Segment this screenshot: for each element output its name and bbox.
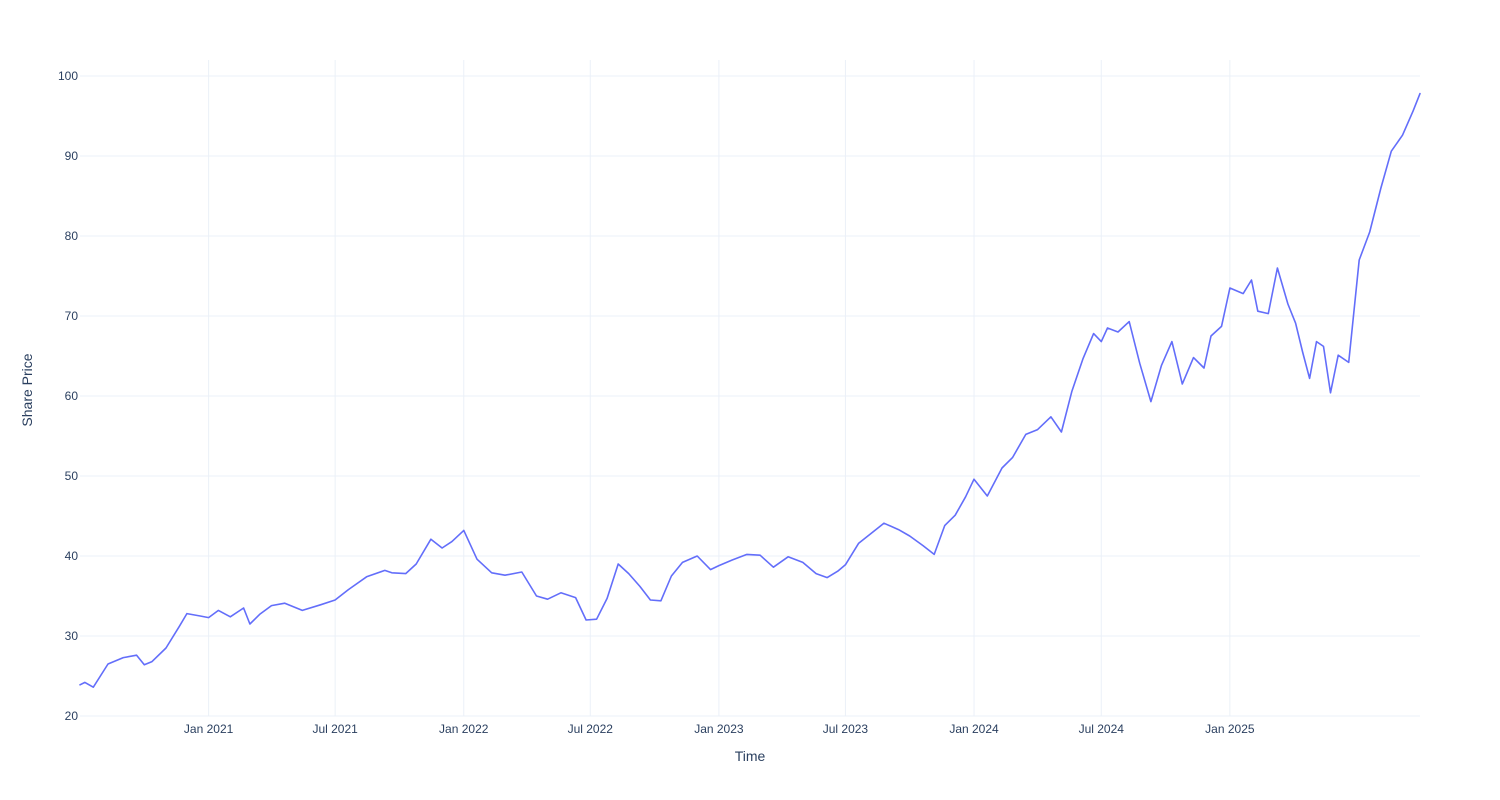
y-tick-label: 50 (65, 469, 79, 483)
x-tick-label: Jan 2022 (439, 722, 489, 736)
y-tick-label: 100 (58, 69, 78, 83)
y-tick-label: 40 (65, 549, 79, 563)
y-tick-label: 70 (65, 309, 79, 323)
series-line-0 (79, 92, 1421, 689)
x-tick-label: Jul 2021 (312, 722, 358, 736)
y-tick-label: 80 (65, 229, 79, 243)
x-axis-ticks: Jan 2021 Jul 2021 Jan 2022 Jul 2022 Jan 2023… (184, 722, 1255, 736)
y-tick-label: 20 (65, 709, 79, 723)
y-tick-label: 30 (65, 629, 79, 643)
series-layer (79, 92, 1421, 689)
grid-layer (80, 60, 1420, 717)
y-axis-title: Share Price (19, 353, 35, 426)
y-axis-ticks: 20 30 40 50 60 70 80 90 100 (58, 69, 78, 723)
x-tick-label: Jan 2023 (694, 722, 744, 736)
x-tick-label: Jan 2024 (949, 722, 999, 736)
x-tick-label: Jul 2024 (1079, 722, 1125, 736)
x-axis-title: Time (735, 748, 766, 764)
x-tick-label: Jan 2021 (184, 722, 234, 736)
x-tick-label: Jul 2023 (823, 722, 869, 736)
y-tick-label: 60 (65, 389, 79, 403)
y-tick-label: 90 (65, 149, 79, 163)
x-tick-label: Jul 2022 (568, 722, 614, 736)
x-tick-label: Jan 2025 (1205, 722, 1255, 736)
